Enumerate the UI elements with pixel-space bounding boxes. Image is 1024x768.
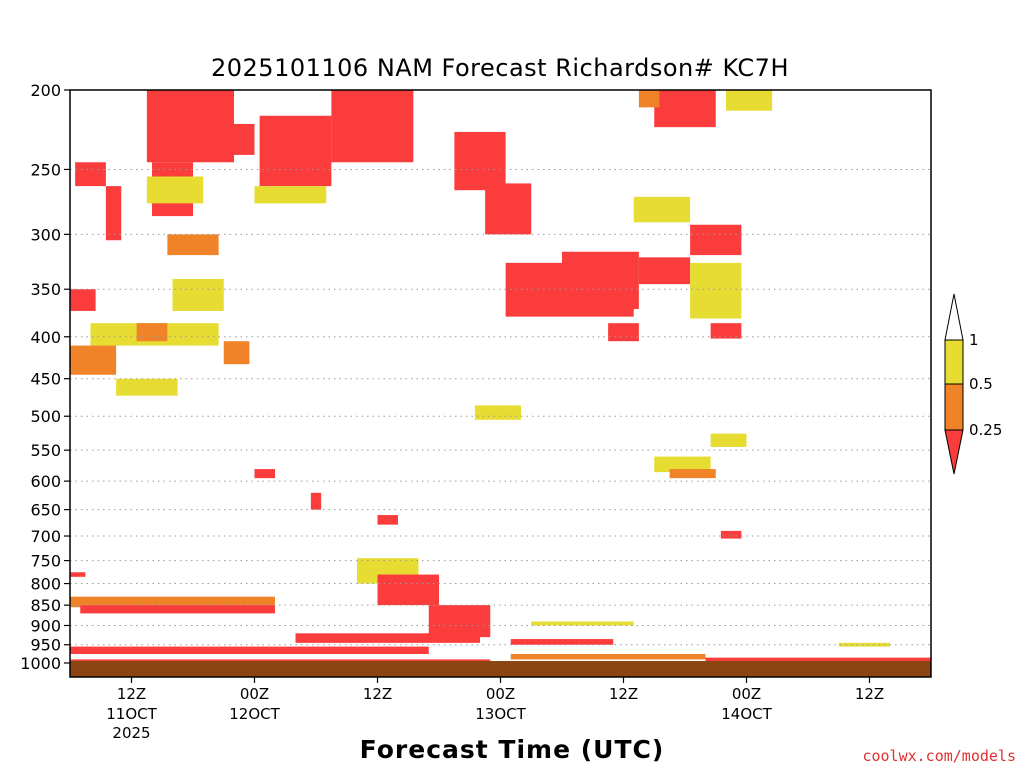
- y-tick-label: 600: [30, 472, 61, 491]
- region-cell-8: [70, 289, 96, 311]
- x-tick-label: 12Z: [855, 685, 884, 703]
- y-tick-label: 950: [30, 636, 61, 655]
- y-tick-label: 700: [30, 527, 61, 546]
- chart-title: 2025101106 NAM Forecast Richardson# KC7H: [211, 54, 789, 82]
- x-tick-label: 12Z: [363, 685, 392, 703]
- region-cell-30: [167, 234, 219, 256]
- region-cell-28: [710, 433, 747, 447]
- region-cell-0: [146, 90, 234, 163]
- lowlevel-cell-7: [428, 605, 491, 638]
- region-cell-6: [75, 162, 106, 187]
- region-cell-36: [377, 515, 398, 525]
- region-cell-33: [638, 90, 660, 108]
- region-cell-39: [70, 572, 86, 577]
- lowlevel-cell-6: [377, 574, 439, 606]
- x-tick-label: 12Z: [609, 685, 638, 703]
- y-tick-label: 250: [30, 160, 61, 179]
- region-cell-10: [485, 183, 532, 235]
- region-cell-29: [70, 345, 117, 375]
- y-tick-label: 400: [30, 328, 61, 347]
- region-cell-26: [474, 405, 521, 420]
- y-tick-label: 500: [30, 407, 61, 426]
- region-cell-22: [254, 186, 327, 204]
- region-cell-27: [654, 456, 711, 473]
- region-cell-38: [310, 492, 322, 510]
- lowlevel-cell-3: [70, 646, 429, 654]
- lowlevel-cell-12: [838, 642, 890, 647]
- y-tick-label: 900: [30, 616, 61, 635]
- y-tick-label: 350: [30, 280, 61, 299]
- y-tick-label: 450: [30, 370, 61, 389]
- region-cell-14: [690, 224, 742, 256]
- region-cell-19: [172, 278, 224, 311]
- region-cell-25: [726, 90, 773, 111]
- region-cell-1: [234, 123, 255, 155]
- region-cell-4: [357, 90, 409, 132]
- region-cell-23: [633, 196, 691, 223]
- x-tick-date: 13OCT: [475, 705, 526, 723]
- x-tick-year: 2025: [112, 724, 150, 742]
- colorbar-legend: 1 0.5 0.25: [944, 293, 1002, 475]
- region-cell-34: [669, 469, 716, 479]
- region-cell-15: [608, 323, 639, 342]
- y-tick-label: 550: [30, 441, 61, 460]
- region-cell-35: [254, 469, 275, 479]
- x-axis-label: Forecast Time (UTC): [360, 735, 665, 764]
- lowlevel-cell-9: [510, 653, 706, 660]
- lowlevel-cell-4: [295, 633, 480, 643]
- credit-text: coolwx.com/models: [862, 747, 1016, 765]
- lowlevel-cell-1: [80, 605, 275, 614]
- lowlevel-cell-8: [510, 639, 614, 645]
- region-cell-31: [223, 341, 250, 365]
- legend-arrow-top: [944, 293, 964, 341]
- region-cell-2: [259, 115, 332, 187]
- region-cell-16: [654, 90, 716, 128]
- legend-arrow-bottom: [944, 429, 964, 475]
- y-tick-label: 850: [30, 596, 61, 615]
- x-tick-date: 11OCT: [106, 705, 157, 723]
- grid-lines: [70, 168, 931, 646]
- y-tick-label: 300: [30, 225, 61, 244]
- lowlevel-cell-10: [531, 621, 634, 626]
- region-cell-13: [638, 257, 691, 285]
- region-cell-32: [136, 323, 168, 342]
- legend-label: 0.25: [969, 421, 1002, 439]
- region-cell-12: [562, 251, 639, 310]
- lowlevel-cell-0: [70, 596, 275, 608]
- x-tick-date: 12OCT: [229, 705, 280, 723]
- y-tick-label: 750: [30, 552, 61, 571]
- region-cell-18: [146, 176, 204, 204]
- region-cell-7: [105, 186, 122, 241]
- x-tick-date: 14OCT: [721, 705, 772, 723]
- ground-band: [70, 661, 931, 677]
- legend-label: 1: [969, 331, 979, 349]
- y-axis: 200 250 300 350 400 450 500 550 600 650 700 750 800 8…: [20, 81, 70, 673]
- y-tick-label: 800: [30, 575, 61, 594]
- legend-swatch-yellow: [944, 339, 964, 385]
- region-cell-37: [720, 530, 742, 539]
- x-tick-label: 00Z: [486, 685, 515, 703]
- y-tick-label: 650: [30, 501, 61, 520]
- data-cells: [70, 90, 931, 665]
- legend-swatch-orange: [944, 383, 964, 431]
- x-tick-label: 00Z: [732, 685, 761, 703]
- x-tick-label: 12Z: [117, 685, 146, 703]
- lowlevel-cell-11: [705, 657, 931, 663]
- region-cell-9: [454, 131, 506, 191]
- region-cell-20: [116, 378, 178, 396]
- y-tick-label: 1000: [20, 654, 61, 673]
- y-tick-label: 200: [30, 81, 61, 100]
- region-cell-24: [690, 262, 742, 319]
- x-tick-label: 00Z: [240, 685, 269, 703]
- region-cell-17: [710, 323, 742, 339]
- legend-label: 0.5: [969, 375, 993, 393]
